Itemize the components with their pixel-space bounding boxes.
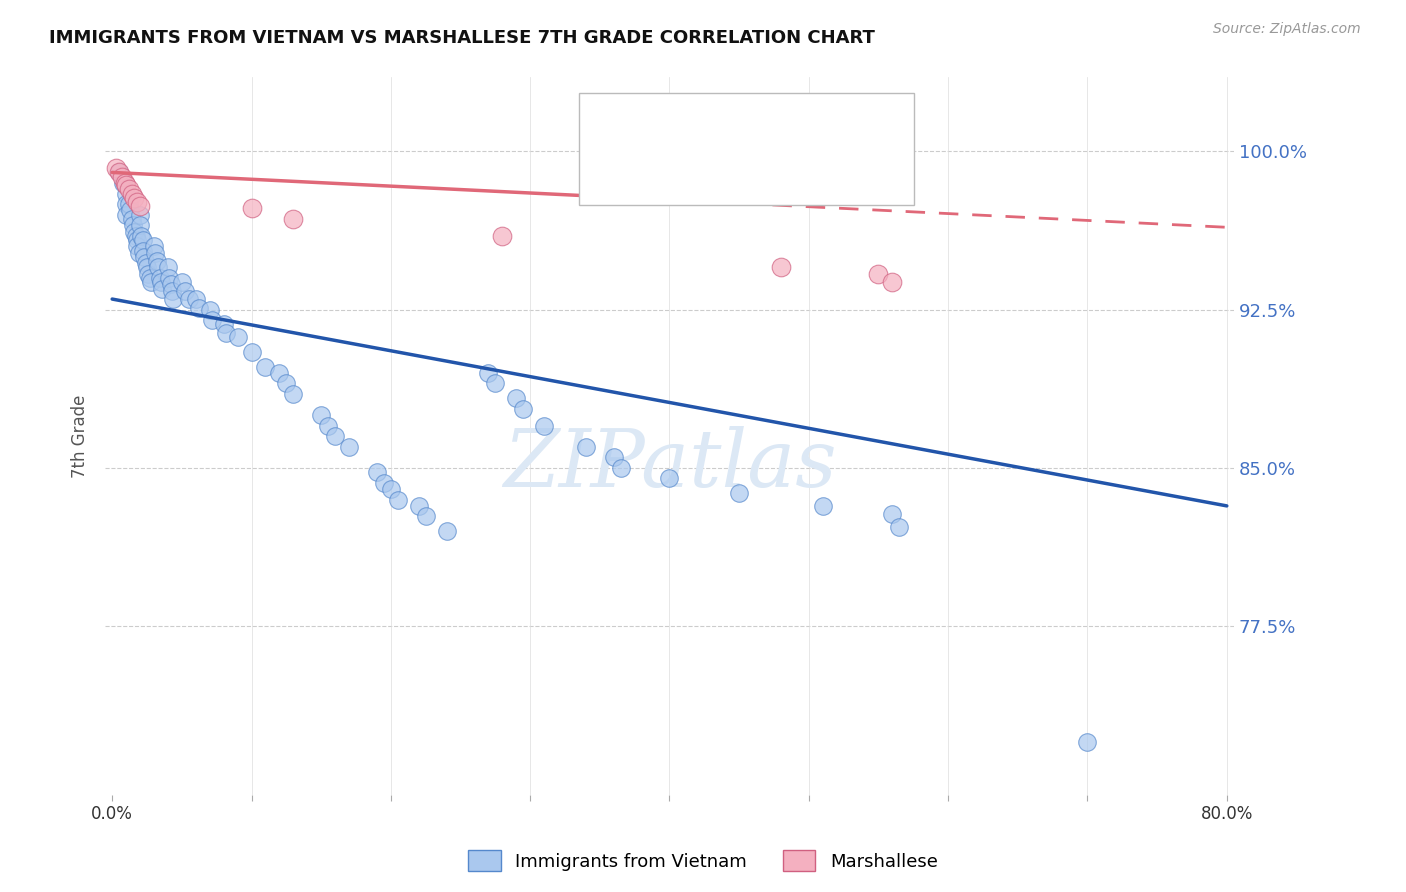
Point: [111, 169, 134, 184]
Point: [769, 260, 792, 275]
Point: [240, 202, 263, 216]
Point: [129, 199, 152, 213]
Legend: Immigrants from Vietnam, Marshallese: Immigrants from Vietnam, Marshallese: [461, 843, 945, 879]
Point: [127, 194, 149, 209]
Point: [512, 401, 534, 416]
Point: [609, 461, 631, 475]
Point: [868, 267, 890, 281]
Point: [138, 267, 160, 281]
Point: [108, 165, 131, 179]
Point: [187, 301, 209, 315]
Point: [135, 256, 157, 270]
Point: [108, 165, 131, 179]
Point: [198, 302, 221, 317]
Point: [177, 292, 200, 306]
Point: [134, 250, 156, 264]
Point: [146, 260, 169, 275]
Point: [387, 492, 409, 507]
Point: [283, 387, 305, 401]
Point: [141, 275, 163, 289]
Point: [131, 228, 153, 243]
Point: [124, 191, 146, 205]
Point: [373, 475, 395, 490]
Point: [226, 330, 249, 344]
Point: [603, 450, 626, 465]
Point: [132, 233, 155, 247]
Point: [145, 254, 167, 268]
Y-axis label: 7th Grade: 7th Grade: [72, 394, 89, 478]
Point: [139, 271, 162, 285]
Point: [128, 245, 150, 260]
Point: [728, 486, 751, 500]
Point: [159, 277, 181, 292]
Point: [575, 440, 598, 454]
Point: [323, 429, 346, 443]
Point: [120, 203, 142, 218]
Point: [160, 284, 183, 298]
Point: [415, 509, 437, 524]
Point: [118, 197, 141, 211]
Point: [201, 313, 224, 327]
Point: [173, 284, 195, 298]
Point: [889, 520, 911, 534]
Point: [276, 376, 298, 391]
Point: [121, 186, 143, 201]
Point: [162, 292, 184, 306]
Text: IMMIGRANTS FROM VIETNAM VS MARSHALLESE 7TH GRADE CORRELATION CHART: IMMIGRANTS FROM VIETNAM VS MARSHALLESE 7…: [49, 29, 875, 46]
Point: [129, 218, 152, 232]
Point: [115, 178, 138, 192]
Text: Source: ZipAtlas.com: Source: ZipAtlas.com: [1213, 22, 1361, 37]
Point: [150, 281, 173, 295]
Point: [127, 239, 149, 253]
Point: [491, 228, 513, 243]
Point: [121, 211, 143, 226]
Point: [170, 275, 193, 289]
Point: [269, 366, 291, 380]
Point: [115, 208, 138, 222]
Point: [484, 376, 506, 391]
Point: [115, 197, 138, 211]
Point: [145, 245, 167, 260]
Point: [316, 418, 339, 433]
Point: [337, 440, 360, 454]
Point: [149, 275, 172, 289]
Point: [184, 292, 207, 306]
Point: [124, 225, 146, 239]
Point: [533, 418, 555, 433]
Point: [212, 318, 235, 332]
Point: [115, 186, 138, 201]
Point: [882, 275, 904, 289]
Point: [136, 260, 159, 275]
Point: [132, 244, 155, 258]
Point: [127, 233, 149, 247]
Point: [408, 499, 430, 513]
Point: [156, 260, 179, 275]
Point: [1076, 735, 1098, 749]
Point: [143, 239, 166, 253]
Point: [118, 182, 141, 196]
Point: [380, 482, 402, 496]
Point: [129, 208, 152, 222]
Point: [505, 391, 527, 405]
Point: [240, 344, 263, 359]
Point: [122, 218, 145, 232]
Point: [157, 271, 180, 285]
Point: [125, 228, 148, 243]
Point: [105, 161, 128, 176]
Text: ZIPatlas: ZIPatlas: [503, 426, 837, 504]
Point: [215, 326, 238, 340]
Point: [309, 408, 332, 422]
Point: [811, 499, 834, 513]
Point: [114, 176, 136, 190]
Point: [477, 366, 499, 380]
Point: [658, 471, 681, 485]
Point: [366, 465, 388, 479]
Point: [436, 524, 458, 539]
Point: [112, 176, 135, 190]
Point: [254, 359, 277, 374]
Point: [283, 211, 305, 226]
Point: [882, 508, 904, 522]
Point: [148, 271, 170, 285]
